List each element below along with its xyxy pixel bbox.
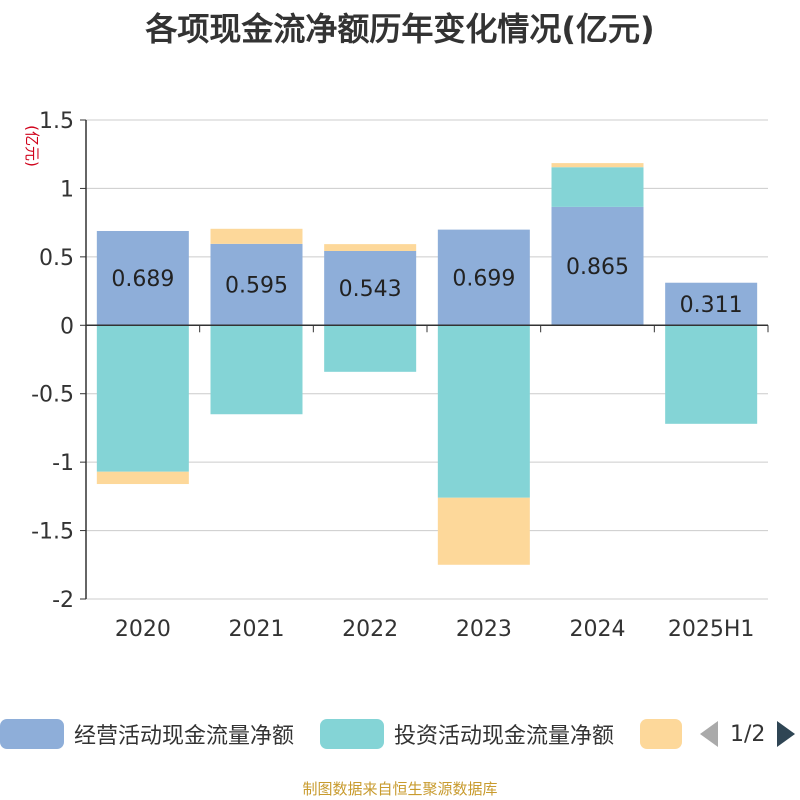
bar-2021-series-1 [210, 325, 303, 415]
legend-pager: 1/2 [700, 714, 796, 754]
labels: 1.5 1 0.5 0 -0.5 -1 -1.5 -2 0.689 2020 0.595 2021 0.… [23, 109, 754, 642]
bar-chart: 1.5 1 0.5 0 -0.5 -1 -1.5 -2 0.689 2020 0.595 2021 0.… [23, 109, 769, 642]
x-tick-label-2021: 2021 [229, 617, 285, 642]
y-tick-label: 0.5 [39, 246, 74, 271]
bar-2022-series-1 [324, 325, 417, 372]
y-tick-label: 0 [60, 314, 74, 339]
bar-2020-series-1 [96, 325, 189, 472]
y-tick-label: 1.5 [39, 109, 74, 134]
bar-2024-series-1 [551, 167, 644, 207]
y-tick-label: 1 [60, 177, 74, 202]
bar-2023-series-1 [437, 325, 530, 498]
data-label-2025H1: 0.311 [680, 293, 743, 318]
x-tick-label-2020: 2020 [115, 617, 171, 642]
legend: 经营活动现金流量净额 投资活动现金流量净额 [0, 714, 800, 754]
x-tick-label-2024: 2024 [570, 617, 626, 642]
y-tick-label: -1.5 [31, 520, 74, 545]
pager-next-icon[interactable] [777, 721, 796, 747]
bar-2024-series-0 [551, 206, 644, 326]
legend-label-investing: 投资活动现金流量净额 [394, 724, 615, 749]
y-axis-unit-label: (亿元) [23, 125, 41, 167]
y-tick-label: -1 [52, 451, 74, 476]
bar-2022-series-0 [324, 250, 417, 326]
legend-swatch-operating [0, 719, 64, 749]
legend-swatch-third [640, 719, 682, 749]
bars [96, 163, 758, 565]
legend-swatch-investing [320, 719, 384, 749]
bar-2020-series-0 [96, 230, 189, 326]
y-tick-label: -2 [52, 588, 74, 613]
pager-prev-icon[interactable] [700, 721, 718, 747]
axes [80, 119, 769, 600]
bar-2021-series-0 [210, 243, 303, 326]
x-tick-label-2023: 2023 [456, 617, 512, 642]
x-tick-label-2025H1: 2025H1 [668, 617, 755, 642]
data-label-2020: 0.689 [111, 267, 174, 292]
bar-2025H1-series-0 [665, 282, 758, 326]
legend-item-operating[interactable]: 经营活动现金流量净额 [0, 714, 294, 754]
legend-item-third[interactable] [640, 714, 692, 754]
y-tick-label: -0.5 [31, 383, 74, 408]
chart-title: 各项现金流净额历年变化情况(亿元) [145, 10, 655, 48]
bar-2024-series-2 [551, 163, 644, 168]
bar-2023-series-0 [437, 229, 530, 326]
data-label-2023: 0.699 [452, 266, 515, 291]
gridlines [86, 119, 768, 600]
bar-2020-series-2 [96, 471, 189, 485]
bar-2021-series-2 [210, 228, 303, 244]
data-label-2022: 0.543 [339, 277, 402, 302]
pager-text: 1/2 [730, 721, 766, 747]
bar-2022-series-2 [324, 244, 417, 251]
bar-2023-series-2 [437, 497, 530, 565]
legend-label-operating: 经营活动现金流量净额 [74, 724, 295, 749]
source-note: 制图数据来自恒生聚源数据库 [302, 780, 498, 798]
x-tick-label-2022: 2022 [342, 617, 398, 642]
data-label-2024: 0.865 [566, 255, 629, 280]
data-label-2021: 0.595 [225, 274, 288, 299]
legend-item-investing[interactable]: 投资活动现金流量净额 [320, 714, 614, 754]
bar-2025H1-series-1 [665, 325, 758, 424]
